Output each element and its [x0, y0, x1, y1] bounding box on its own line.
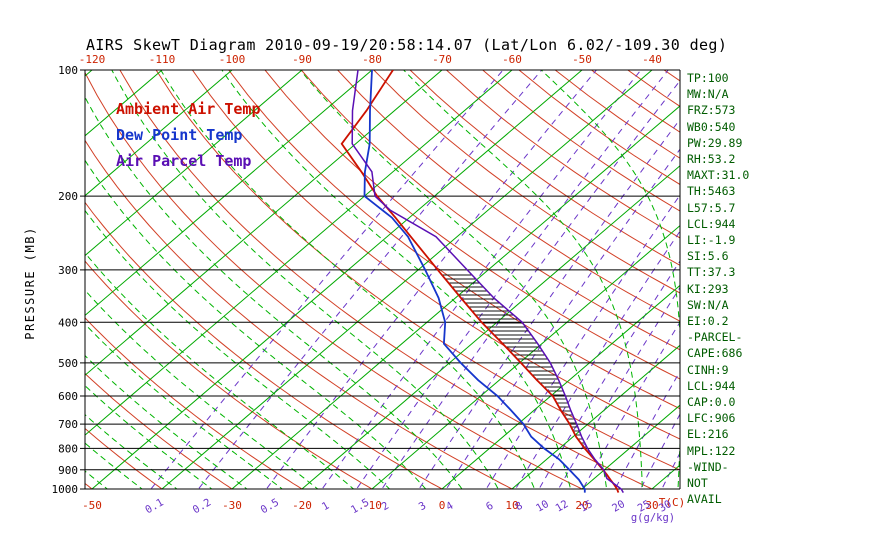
svg-text:100: 100: [58, 64, 78, 77]
svg-text:0.2: 0.2: [191, 496, 213, 516]
svg-text:10: 10: [534, 498, 551, 515]
stat-line: MW:N/A: [687, 87, 729, 102]
svg-text:8: 8: [513, 500, 524, 514]
stat-line: FRZ:573: [687, 103, 736, 118]
stat-line: LCL:944: [687, 216, 736, 231]
svg-text:3: 3: [417, 500, 428, 514]
svg-text:200: 200: [58, 190, 78, 203]
svg-text:600: 600: [58, 390, 78, 403]
chart-title: AIRS SkewT Diagram 2010-09-19/20:58:14.0…: [86, 36, 728, 54]
stat-line: WB0:540: [687, 119, 736, 134]
stats-panel: TP:100 MW:N/A FRZ:573 WB0:540 PW:29.89 RH:53.…: [687, 70, 867, 507]
stat-line: CINH:9: [687, 362, 729, 377]
svg-text:0.1: 0.1: [143, 496, 165, 516]
svg-text:-50: -50: [572, 53, 592, 66]
stat-line: EL:216: [687, 427, 729, 442]
svg-text:-100: -100: [219, 53, 246, 66]
stat-line: RH:53.2: [687, 152, 736, 167]
svg-text:30: 30: [645, 499, 658, 512]
legend: Ambient Air Temp Dew Point Temp Air Parcel…: [116, 96, 261, 174]
pressure-axis-ticks: 100 200 300 400 500 600 700 800 900 1000: [52, 64, 85, 496]
svg-text:1000: 1000: [52, 483, 79, 496]
stat-line: SW:N/A: [687, 297, 729, 312]
stat-line: L57:5.7: [687, 200, 736, 215]
air-parcel-temp-curve: [351, 70, 624, 493]
svg-text:0: 0: [439, 499, 446, 512]
svg-text:900: 900: [58, 464, 78, 477]
svg-text:-110: -110: [149, 53, 176, 66]
isotherm-lines: [85, 70, 680, 489]
legend-item-ambient-air-temp: Ambient Air Temp: [116, 100, 261, 118]
top-temp-labels: -120 -110 -100 -90 -80 -70 -60 -50 -40: [79, 53, 662, 66]
temp-unit-label: T(C): [659, 496, 686, 509]
svg-text:-10: -10: [362, 499, 382, 512]
svg-text:700: 700: [58, 418, 78, 431]
legend-item-air-parcel-temp: Air Parcel Temp: [116, 152, 252, 170]
svg-text:4: 4: [444, 500, 455, 514]
mixing-unit-label: g(g/kg): [631, 512, 675, 524]
stat-line: AVAIL: [687, 492, 722, 507]
svg-text:12: 12: [554, 498, 571, 515]
stat-line: SI:5.6: [687, 249, 729, 264]
stat-line: TH:5463: [687, 184, 736, 199]
svg-text:-20: -20: [292, 499, 312, 512]
svg-text:-90: -90: [292, 53, 312, 66]
pressure-axis-label: PRESSURE (MB): [23, 226, 37, 340]
dry-adiabat-lines: [85, 70, 680, 489]
svg-text:20: 20: [610, 498, 627, 515]
stat-line: PW:29.89: [687, 135, 743, 150]
stat-line: -WIND-: [687, 459, 729, 474]
stat-line: MAXT:31.0: [687, 168, 750, 183]
svg-text:1: 1: [320, 500, 331, 514]
stat-line: CAP:0.0: [687, 395, 736, 410]
svg-text:-70: -70: [432, 53, 452, 66]
stat-line: CAPE:686: [687, 346, 743, 361]
isobar-lines: [84, 69, 681, 490]
bottom-temp-labels: -50 -30 -20 -10 0 10 20 30 T(C): [82, 496, 685, 512]
svg-text:500: 500: [58, 357, 78, 370]
svg-text:-40: -40: [642, 53, 662, 66]
stat-line: -PARCEL-: [687, 330, 743, 345]
moist-adiabat-lines: [85, 70, 680, 489]
svg-text:800: 800: [58, 442, 78, 455]
stat-line: MPL:122: [687, 443, 736, 458]
stat-line: NOT: [687, 476, 708, 491]
svg-text:0.5: 0.5: [259, 496, 281, 516]
svg-text:-120: -120: [79, 53, 106, 66]
svg-text:-60: -60: [502, 53, 522, 66]
svg-text:-80: -80: [362, 53, 382, 66]
stat-line: KI:293: [687, 281, 729, 296]
svg-text:10: 10: [505, 499, 518, 512]
cape-hatching: [442, 274, 602, 468]
svg-text:-50: -50: [82, 499, 102, 512]
stat-line: TP:100: [687, 71, 729, 85]
svg-text:-30: -30: [222, 499, 242, 512]
svg-text:300: 300: [58, 264, 78, 277]
svg-text:2: 2: [380, 500, 391, 514]
ambient-air-temp-curve: [340, 70, 620, 493]
svg-text:30: 30: [657, 498, 674, 515]
dew-point-temp-curve: [363, 70, 586, 493]
svg-text:6: 6: [484, 500, 495, 514]
svg-text:400: 400: [58, 316, 78, 329]
svg-text:20: 20: [575, 499, 588, 512]
stat-line: LI:-1.9: [687, 233, 736, 248]
legend-item-dew-point-temp: Dew Point Temp: [116, 126, 243, 144]
stat-line: TT:37.3: [687, 265, 736, 280]
stat-line: LCL:944: [687, 378, 736, 393]
svg-text:15: 15: [578, 498, 595, 515]
stat-line: EI:0.2: [687, 314, 729, 329]
svg-text:25: 25: [636, 498, 653, 515]
stat-line: LFC:906: [687, 411, 736, 426]
